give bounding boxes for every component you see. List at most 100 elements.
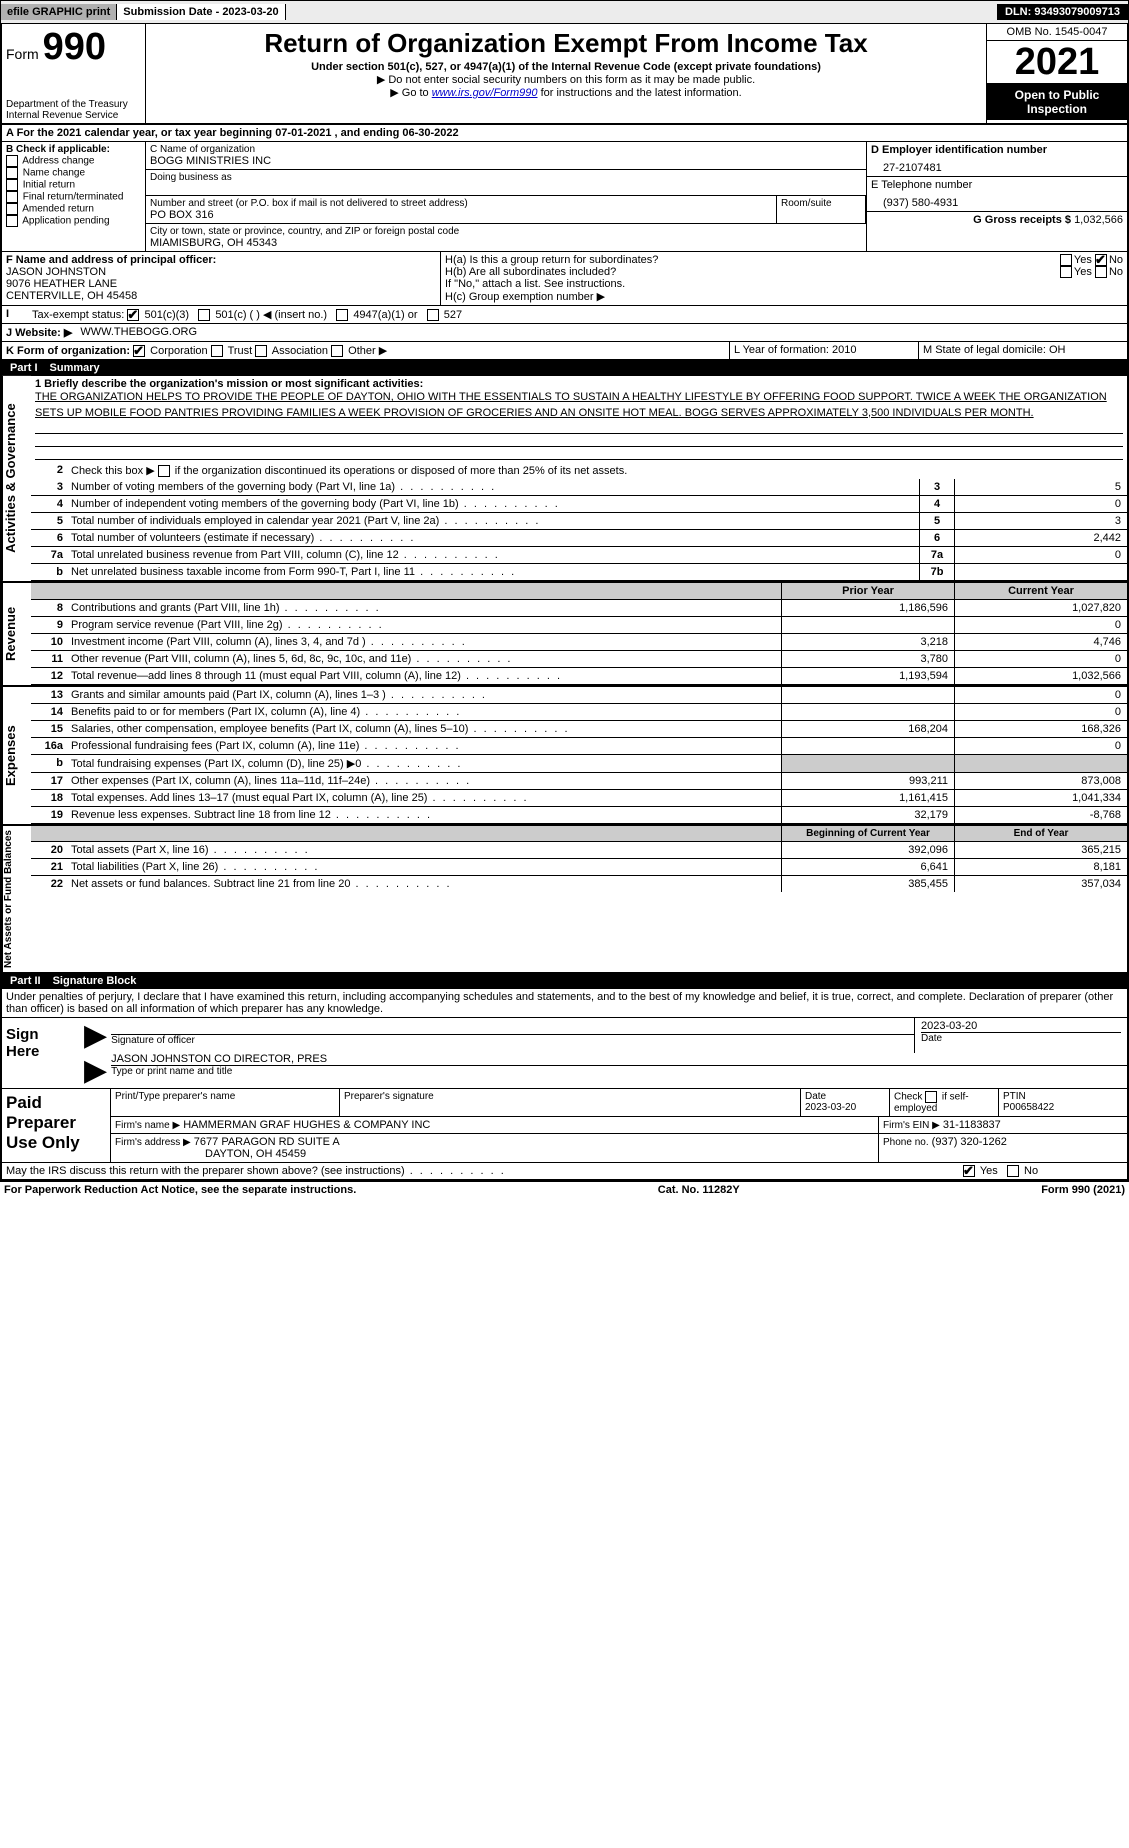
open-inspection: Open to Public Inspection (987, 84, 1127, 120)
line-curr: 0 (954, 704, 1127, 720)
block-b-checkbox[interactable] (6, 203, 18, 215)
note-link-pre: ▶ Go to (390, 87, 431, 99)
dba-label: Doing business as (150, 172, 862, 183)
officer-label: F Name and address of principal officer: (6, 254, 436, 266)
sig-name-label: Type or print name and title (111, 1066, 1127, 1077)
dln-label: DLN: 93493079009713 (997, 4, 1128, 20)
part1-title: Summary (50, 362, 100, 374)
line-prior: 1,193,594 (781, 668, 954, 684)
block-b-checkbox[interactable] (6, 191, 18, 203)
city-label: City or town, state or province, country… (150, 226, 862, 237)
q2-checkbox[interactable] (158, 465, 170, 477)
line-text: Professional fundraising fees (Part IX, … (67, 738, 781, 754)
line-val: 3 (954, 513, 1127, 529)
form-number: 990 (43, 26, 106, 68)
block-b-title: B Check if applicable: (6, 144, 141, 155)
line-prior: 392,096 (781, 842, 954, 858)
527-checkbox[interactable] (427, 309, 439, 321)
prep-sig-label: Preparer's signature (344, 1091, 796, 1102)
line-text: Other expenses (Part IX, column (A), lin… (67, 773, 781, 789)
part1-num: Part I (10, 362, 38, 374)
501c-checkbox[interactable] (198, 309, 210, 321)
line-text: Investment income (Part VIII, column (A)… (67, 634, 781, 650)
line-text: Number of voting members of the governin… (67, 479, 919, 495)
irs-yes-checkbox[interactable] (963, 1165, 975, 1177)
part2-num: Part II (10, 975, 41, 987)
line-curr: 0 (954, 651, 1127, 667)
line-text: Total assets (Part X, line 16) (67, 842, 781, 858)
tel-value: (937) 580-4931 (871, 191, 1123, 209)
efile-label: efile GRAPHIC print (1, 4, 117, 20)
firm-addr1: 7677 PARAGON RD SUITE A (194, 1136, 340, 1148)
submission-date: Submission Date - 2023-03-20 (117, 4, 285, 20)
corp-checkbox[interactable] (133, 345, 145, 357)
block-b: B Check if applicable: Address change Na… (2, 142, 146, 251)
line-text: Program service revenue (Part VIII, line… (67, 617, 781, 633)
firm-ein: 31-1183837 (943, 1119, 1001, 1131)
block-b-checkbox[interactable] (6, 179, 18, 191)
line-key: 3 (919, 479, 954, 495)
line-key: 6 (919, 530, 954, 546)
irs-no-checkbox[interactable] (1007, 1165, 1019, 1177)
org-name: BOGG MINISTRIES INC (150, 155, 862, 167)
may-irs: May the IRS discuss this return with the… (2, 1163, 959, 1179)
line-val (954, 564, 1127, 580)
room-label: Room/suite (781, 198, 861, 209)
firm-addr2: DAYTON, OH 45459 (115, 1148, 874, 1160)
footer-right: Form 990 (2021) (1041, 1184, 1125, 1196)
hb-yes-checkbox[interactable] (1060, 266, 1072, 278)
state-domicile: M State of legal domicile: OH (919, 342, 1127, 359)
line-curr: 0 (954, 687, 1127, 703)
prep-date: 2023-03-20 (805, 1102, 885, 1113)
phone-label: Phone no. (883, 1137, 929, 1148)
sig-name: JASON JOHNSTON CO DIRECTOR, PRES (111, 1053, 1127, 1066)
form-label: Form (6, 46, 39, 62)
irs-link[interactable]: www.irs.gov/Form990 (432, 87, 538, 99)
assoc-checkbox[interactable] (255, 345, 267, 357)
trust-checkbox[interactable] (211, 345, 223, 357)
addr-value: PO BOX 316 (150, 209, 772, 221)
line-curr: 365,215 (954, 842, 1127, 858)
other-checkbox[interactable] (331, 345, 343, 357)
line-prior: 1,186,596 (781, 600, 954, 616)
hb-no-checkbox[interactable] (1095, 266, 1107, 278)
org-name-label: C Name of organization (150, 144, 862, 155)
line-curr: 357,034 (954, 876, 1127, 892)
note-ssn: ▶ Do not enter social security numbers o… (152, 73, 980, 86)
line-prior: 6,641 (781, 859, 954, 875)
block-b-checkbox[interactable] (6, 215, 18, 227)
tax-exempt-label: Tax-exempt status: (32, 309, 124, 321)
block-b-checkbox[interactable] (6, 167, 18, 179)
firm-ein-label: Firm's EIN ▶ (883, 1120, 940, 1131)
line-val: 5 (954, 479, 1127, 495)
line-text: Benefits paid to or for members (Part IX… (67, 704, 781, 720)
ha-no-checkbox[interactable] (1095, 254, 1107, 266)
officer-name: JASON JOHNSTON (6, 266, 436, 278)
line-text: Total unrelated business revenue from Pa… (67, 547, 919, 563)
line-curr: 168,326 (954, 721, 1127, 737)
line-text: Grants and similar amounts paid (Part IX… (67, 687, 781, 703)
line-text: Net assets or fund balances. Subtract li… (67, 876, 781, 892)
line-key: 7a (919, 547, 954, 563)
col-begin: Beginning of Current Year (781, 826, 954, 841)
block-b-checkbox[interactable] (6, 155, 18, 167)
line-key: 4 (919, 496, 954, 512)
4947-checkbox[interactable] (336, 309, 348, 321)
block-c: C Name of organization BOGG MINISTRIES I… (146, 142, 866, 251)
vtab-net: Net Assets or Fund Balances (2, 826, 31, 972)
tel-label: E Telephone number (871, 179, 1123, 191)
501c3-checkbox[interactable] (127, 309, 139, 321)
footer-left: For Paperwork Reduction Act Notice, see … (4, 1184, 356, 1196)
line-curr: 1,032,566 (954, 668, 1127, 684)
ha-yes-checkbox[interactable] (1060, 254, 1072, 266)
gross-label: G Gross receipts $ (973, 214, 1071, 226)
omb-number: OMB No. 1545-0047 (987, 24, 1127, 41)
block-d: D Employer identification number 27-2107… (866, 142, 1127, 251)
self-emp-checkbox[interactable] (925, 1091, 937, 1103)
line-text: Total expenses. Add lines 13–17 (must eq… (67, 790, 781, 806)
line-key: 7b (919, 564, 954, 580)
line-prior: 3,218 (781, 634, 954, 650)
line-prior: 385,455 (781, 876, 954, 892)
prep-name-label: Print/Type preparer's name (115, 1091, 335, 1102)
col-current: Current Year (954, 583, 1127, 599)
